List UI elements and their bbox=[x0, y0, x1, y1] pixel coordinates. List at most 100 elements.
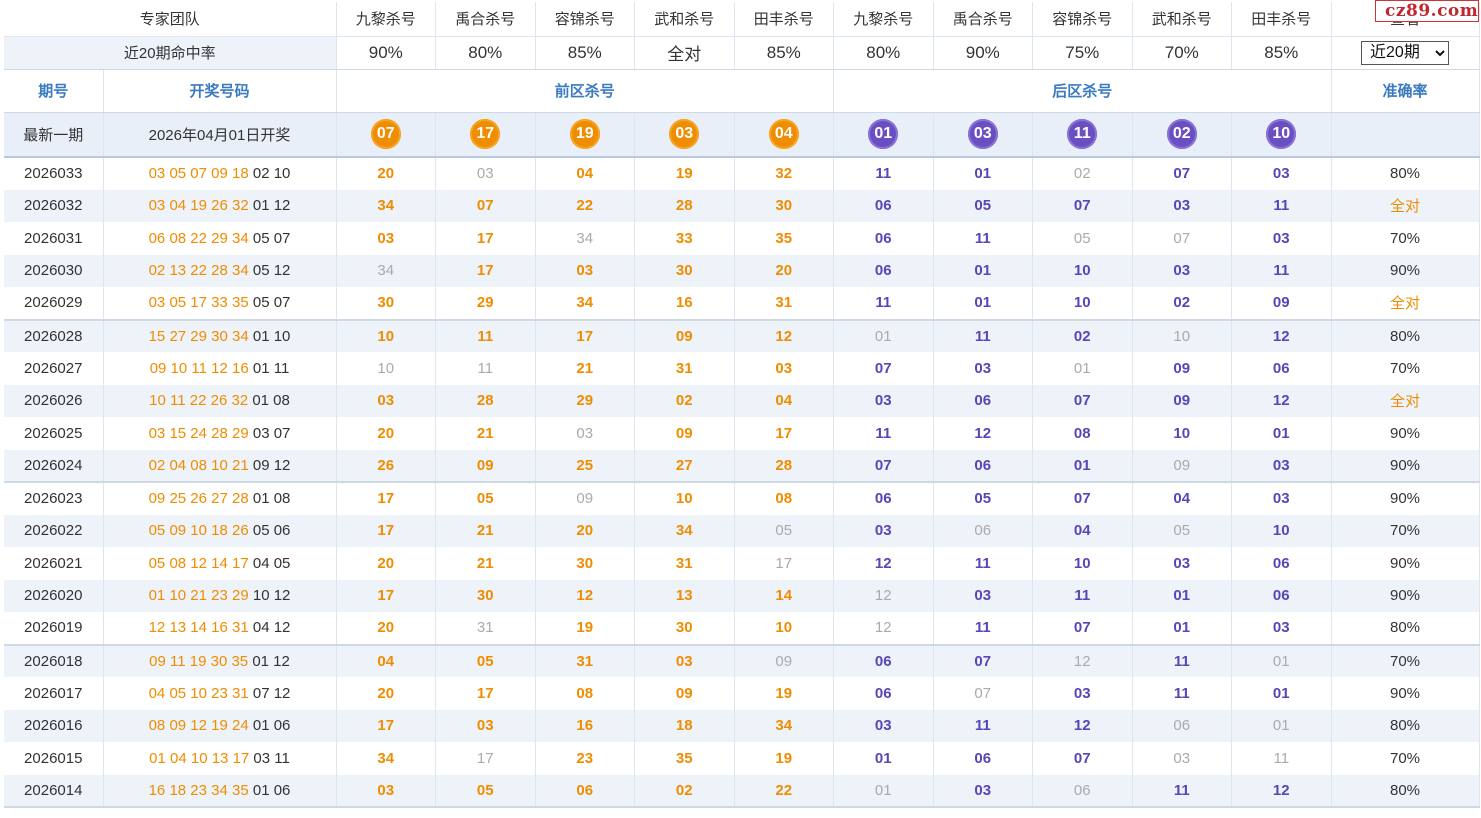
front-kill-number: 06 bbox=[535, 774, 636, 808]
front-draw-numbers: 09 11 19 30 35 bbox=[149, 652, 249, 670]
front-kill-number: 18 bbox=[634, 709, 735, 742]
table-row: 2026017 04 05 10 23 31 07 12 20 17 08 09 19 06 0… bbox=[4, 677, 1480, 710]
draw-numbers: 06 08 22 29 34 05 07 bbox=[103, 222, 337, 255]
period-number: 2026021 bbox=[4, 547, 104, 580]
front-kill-number: 17 bbox=[336, 482, 437, 515]
front-draw-numbers: 03 15 24 28 29 bbox=[148, 424, 249, 442]
back-kill-number: 12 bbox=[1231, 774, 1332, 808]
back-kill-number: 01 bbox=[933, 157, 1034, 190]
period-number: 2026017 bbox=[4, 677, 104, 710]
accuracy-value: 90% bbox=[1331, 449, 1480, 483]
front-kill-number: 19 bbox=[634, 157, 735, 190]
back-draw-numbers: 01 11 bbox=[252, 359, 290, 377]
back-kill-number: 01 bbox=[1231, 644, 1332, 677]
expert-rate: 90% bbox=[933, 36, 1034, 70]
front-kill-number: 31 bbox=[734, 287, 835, 321]
back-kill-number: 01 bbox=[933, 287, 1034, 321]
expert-name: 九黎杀号 bbox=[336, 2, 437, 37]
back-kill-number: 06 bbox=[833, 189, 934, 222]
back-kill-number: 03 bbox=[833, 709, 934, 742]
back-kill-number: 01 bbox=[833, 319, 934, 352]
front-draw-numbers: 02 13 22 28 34 bbox=[148, 262, 249, 280]
table-row: 2026014 16 18 23 34 35 01 06 03 05 06 02 22 01 0… bbox=[4, 774, 1480, 808]
front-kill-number: 10 bbox=[734, 612, 835, 646]
front-draw-numbers: 05 08 12 14 17 bbox=[148, 554, 249, 572]
table-row: 2026028 15 27 29 30 34 01 10 10 11 17 09 12 01 1… bbox=[4, 319, 1480, 352]
period-range-select[interactable]: 近20期 bbox=[1361, 40, 1450, 65]
period-number: 2026023 bbox=[4, 482, 104, 515]
front-kill-number: 34 bbox=[535, 287, 636, 321]
front-draw-numbers: 06 08 22 29 34 bbox=[148, 229, 249, 247]
draw-numbers: 01 10 21 23 29 10 12 bbox=[103, 579, 337, 612]
period-number: 2026020 bbox=[4, 579, 104, 612]
front-kill-number: 09 bbox=[634, 677, 735, 710]
front-kill-number: 21 bbox=[435, 514, 536, 547]
table-row: 2026016 08 09 12 19 24 01 06 17 03 16 18 34 03 1… bbox=[4, 709, 1480, 742]
back-kill-number: 06 bbox=[933, 384, 1034, 417]
front-kill-number: 20 bbox=[336, 612, 437, 646]
front-kill-number: 16 bbox=[535, 709, 636, 742]
front-kill-number: 12 bbox=[535, 579, 636, 612]
draw-numbers: 15 27 29 30 34 01 10 bbox=[103, 319, 337, 352]
back-kill-number: 10 bbox=[1132, 417, 1233, 450]
front-kill-number: 03 bbox=[535, 417, 636, 450]
site-logo[interactable]: cz89.com bbox=[1375, 0, 1479, 22]
accuracy-value: 全对 bbox=[1331, 189, 1480, 222]
front-draw-numbers: 02 04 08 10 21 bbox=[148, 456, 249, 474]
front-kill-number: 03 bbox=[435, 709, 536, 742]
front-kill-ball: 03 bbox=[669, 119, 700, 150]
back-kill-number: 07 bbox=[1032, 384, 1133, 417]
back-kill-number: 10 bbox=[1231, 514, 1332, 547]
expert-rate: 75% bbox=[1032, 36, 1133, 70]
front-draw-numbers: 16 18 23 34 35 bbox=[148, 781, 249, 799]
back-kill-number: 03 bbox=[833, 384, 934, 417]
rate-label: 近20期命中率 bbox=[4, 36, 337, 70]
back-draw-numbers: 02 10 bbox=[252, 165, 291, 183]
back-draw-numbers: 01 08 bbox=[252, 490, 291, 508]
back-draw-numbers: 03 11 bbox=[253, 749, 290, 767]
front-kill-number: 35 bbox=[734, 222, 835, 255]
front-kill-ball: 17 bbox=[470, 119, 501, 150]
back-kill-number: 07 bbox=[1132, 157, 1233, 190]
draw-numbers: 03 15 24 28 29 03 07 bbox=[103, 417, 337, 450]
table-row: 2026030 02 13 22 28 34 05 12 34 17 03 30 20 06 0… bbox=[4, 254, 1480, 287]
logo-text: cz89.com bbox=[1385, 1, 1479, 21]
front-kill-number: 08 bbox=[734, 482, 835, 515]
back-kill-number: 03 bbox=[1231, 222, 1332, 255]
accuracy-value: 90% bbox=[1331, 254, 1480, 287]
expert-rate: 70% bbox=[1132, 36, 1233, 70]
col-front-kill: 前区杀号 bbox=[336, 69, 835, 113]
front-kill-number: 02 bbox=[634, 384, 735, 417]
accuracy-value: 90% bbox=[1331, 547, 1480, 580]
column-header-row: 期号 开奖号码 前区杀号 后区杀号 准确率 bbox=[4, 69, 1480, 113]
front-kill-number: 03 bbox=[435, 157, 536, 190]
front-kill-number: 19 bbox=[734, 677, 835, 710]
back-draw-numbers: 05 12 bbox=[252, 262, 291, 280]
front-kill-number: 20 bbox=[535, 514, 636, 547]
back-draw-numbers: 10 12 bbox=[252, 587, 291, 605]
back-kill-number: 12 bbox=[833, 579, 934, 612]
front-draw-numbers: 01 10 21 23 29 bbox=[148, 587, 249, 605]
draw-numbers: 09 10 11 12 16 01 11 bbox=[103, 352, 337, 385]
period-number: 2026025 bbox=[4, 417, 104, 450]
front-kill-number: 10 bbox=[634, 482, 735, 515]
back-draw-numbers: 01 06 bbox=[252, 717, 291, 735]
front-kill-number: 11 bbox=[435, 319, 536, 352]
front-kill-number: 29 bbox=[535, 384, 636, 417]
back-kill-number: 12 bbox=[1032, 709, 1133, 742]
front-kill-number: 22 bbox=[535, 189, 636, 222]
accuracy-value: 80% bbox=[1331, 157, 1480, 190]
draw-numbers: 03 05 07 09 18 02 10 bbox=[103, 157, 337, 190]
front-draw-numbers: 15 27 29 30 34 bbox=[148, 327, 249, 345]
front-kill-number: 05 bbox=[734, 514, 835, 547]
front-kill-number: 17 bbox=[535, 319, 636, 352]
back-kill-number: 03 bbox=[933, 774, 1034, 808]
front-kill-number: 32 bbox=[734, 157, 835, 190]
period-number: 2026024 bbox=[4, 449, 104, 483]
accuracy-value: 70% bbox=[1331, 644, 1480, 677]
accuracy-value: 90% bbox=[1331, 677, 1480, 710]
front-kill-number: 20 bbox=[336, 677, 437, 710]
back-kill-ball: 03 bbox=[967, 119, 998, 150]
back-kill-number: 06 bbox=[1231, 547, 1332, 580]
back-kill-number: 11 bbox=[933, 612, 1034, 646]
